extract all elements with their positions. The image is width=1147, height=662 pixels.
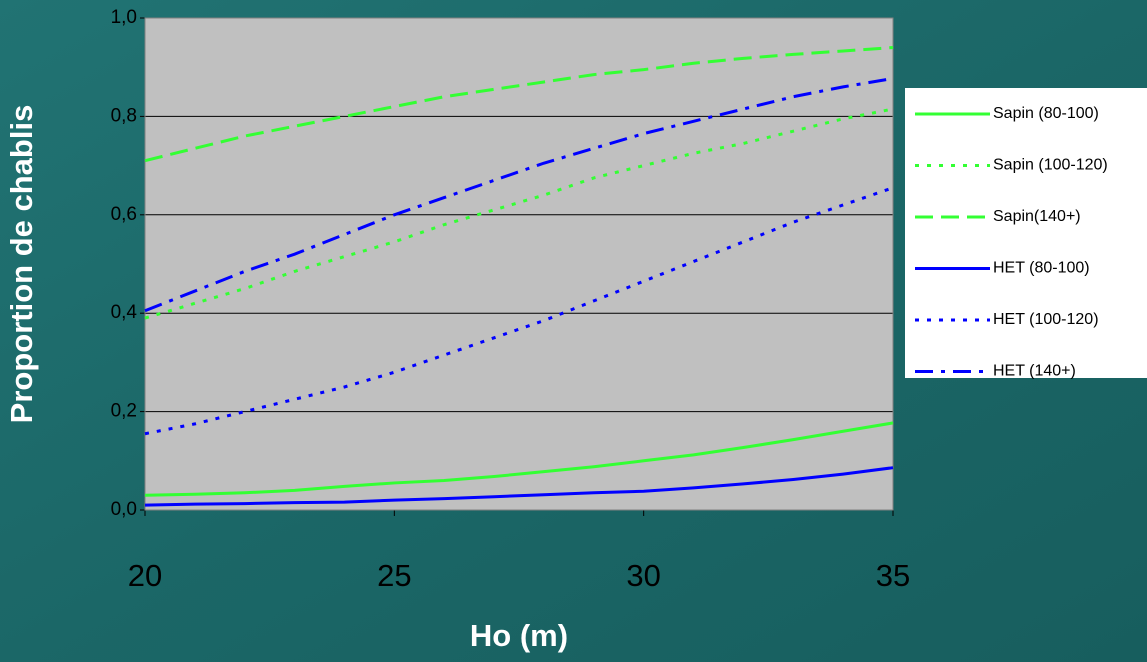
x-tick-label: 20 <box>128 558 162 593</box>
legend-label: Sapin(140+) <box>993 208 1081 225</box>
legend-label: HET (80-100) <box>993 260 1090 277</box>
y-tick-label: 0,2 <box>111 401 137 422</box>
y-tick-label: 1,0 <box>111 7 137 28</box>
y-tick-label: 0,6 <box>111 204 137 225</box>
series-line <box>144 77 894 313</box>
series-line <box>144 466 894 507</box>
legend-box <box>905 88 1147 378</box>
legend-label: HET (140+) <box>993 363 1076 380</box>
x-tick-label: 35 <box>876 558 910 593</box>
series-line <box>144 46 894 163</box>
series-line <box>144 421 894 497</box>
x-tick-label: 30 <box>626 558 660 593</box>
y-tick-label: 0,8 <box>111 105 137 126</box>
y-axis-title: Proportion de chablis <box>4 105 39 424</box>
legend-label: Sapin (80-100) <box>993 105 1099 122</box>
x-tick-label: 25 <box>377 558 411 593</box>
plot-area <box>145 18 893 510</box>
plot-border <box>144 17 894 511</box>
y-tick-label: 0,4 <box>111 302 138 323</box>
y-tick-label: 0,0 <box>111 499 137 520</box>
x-axis-title: Ho (m) <box>470 618 568 653</box>
legend-label: Sapin (100-120) <box>993 157 1108 174</box>
legend-label: HET (100-120) <box>993 311 1099 328</box>
series-line <box>144 107 894 320</box>
